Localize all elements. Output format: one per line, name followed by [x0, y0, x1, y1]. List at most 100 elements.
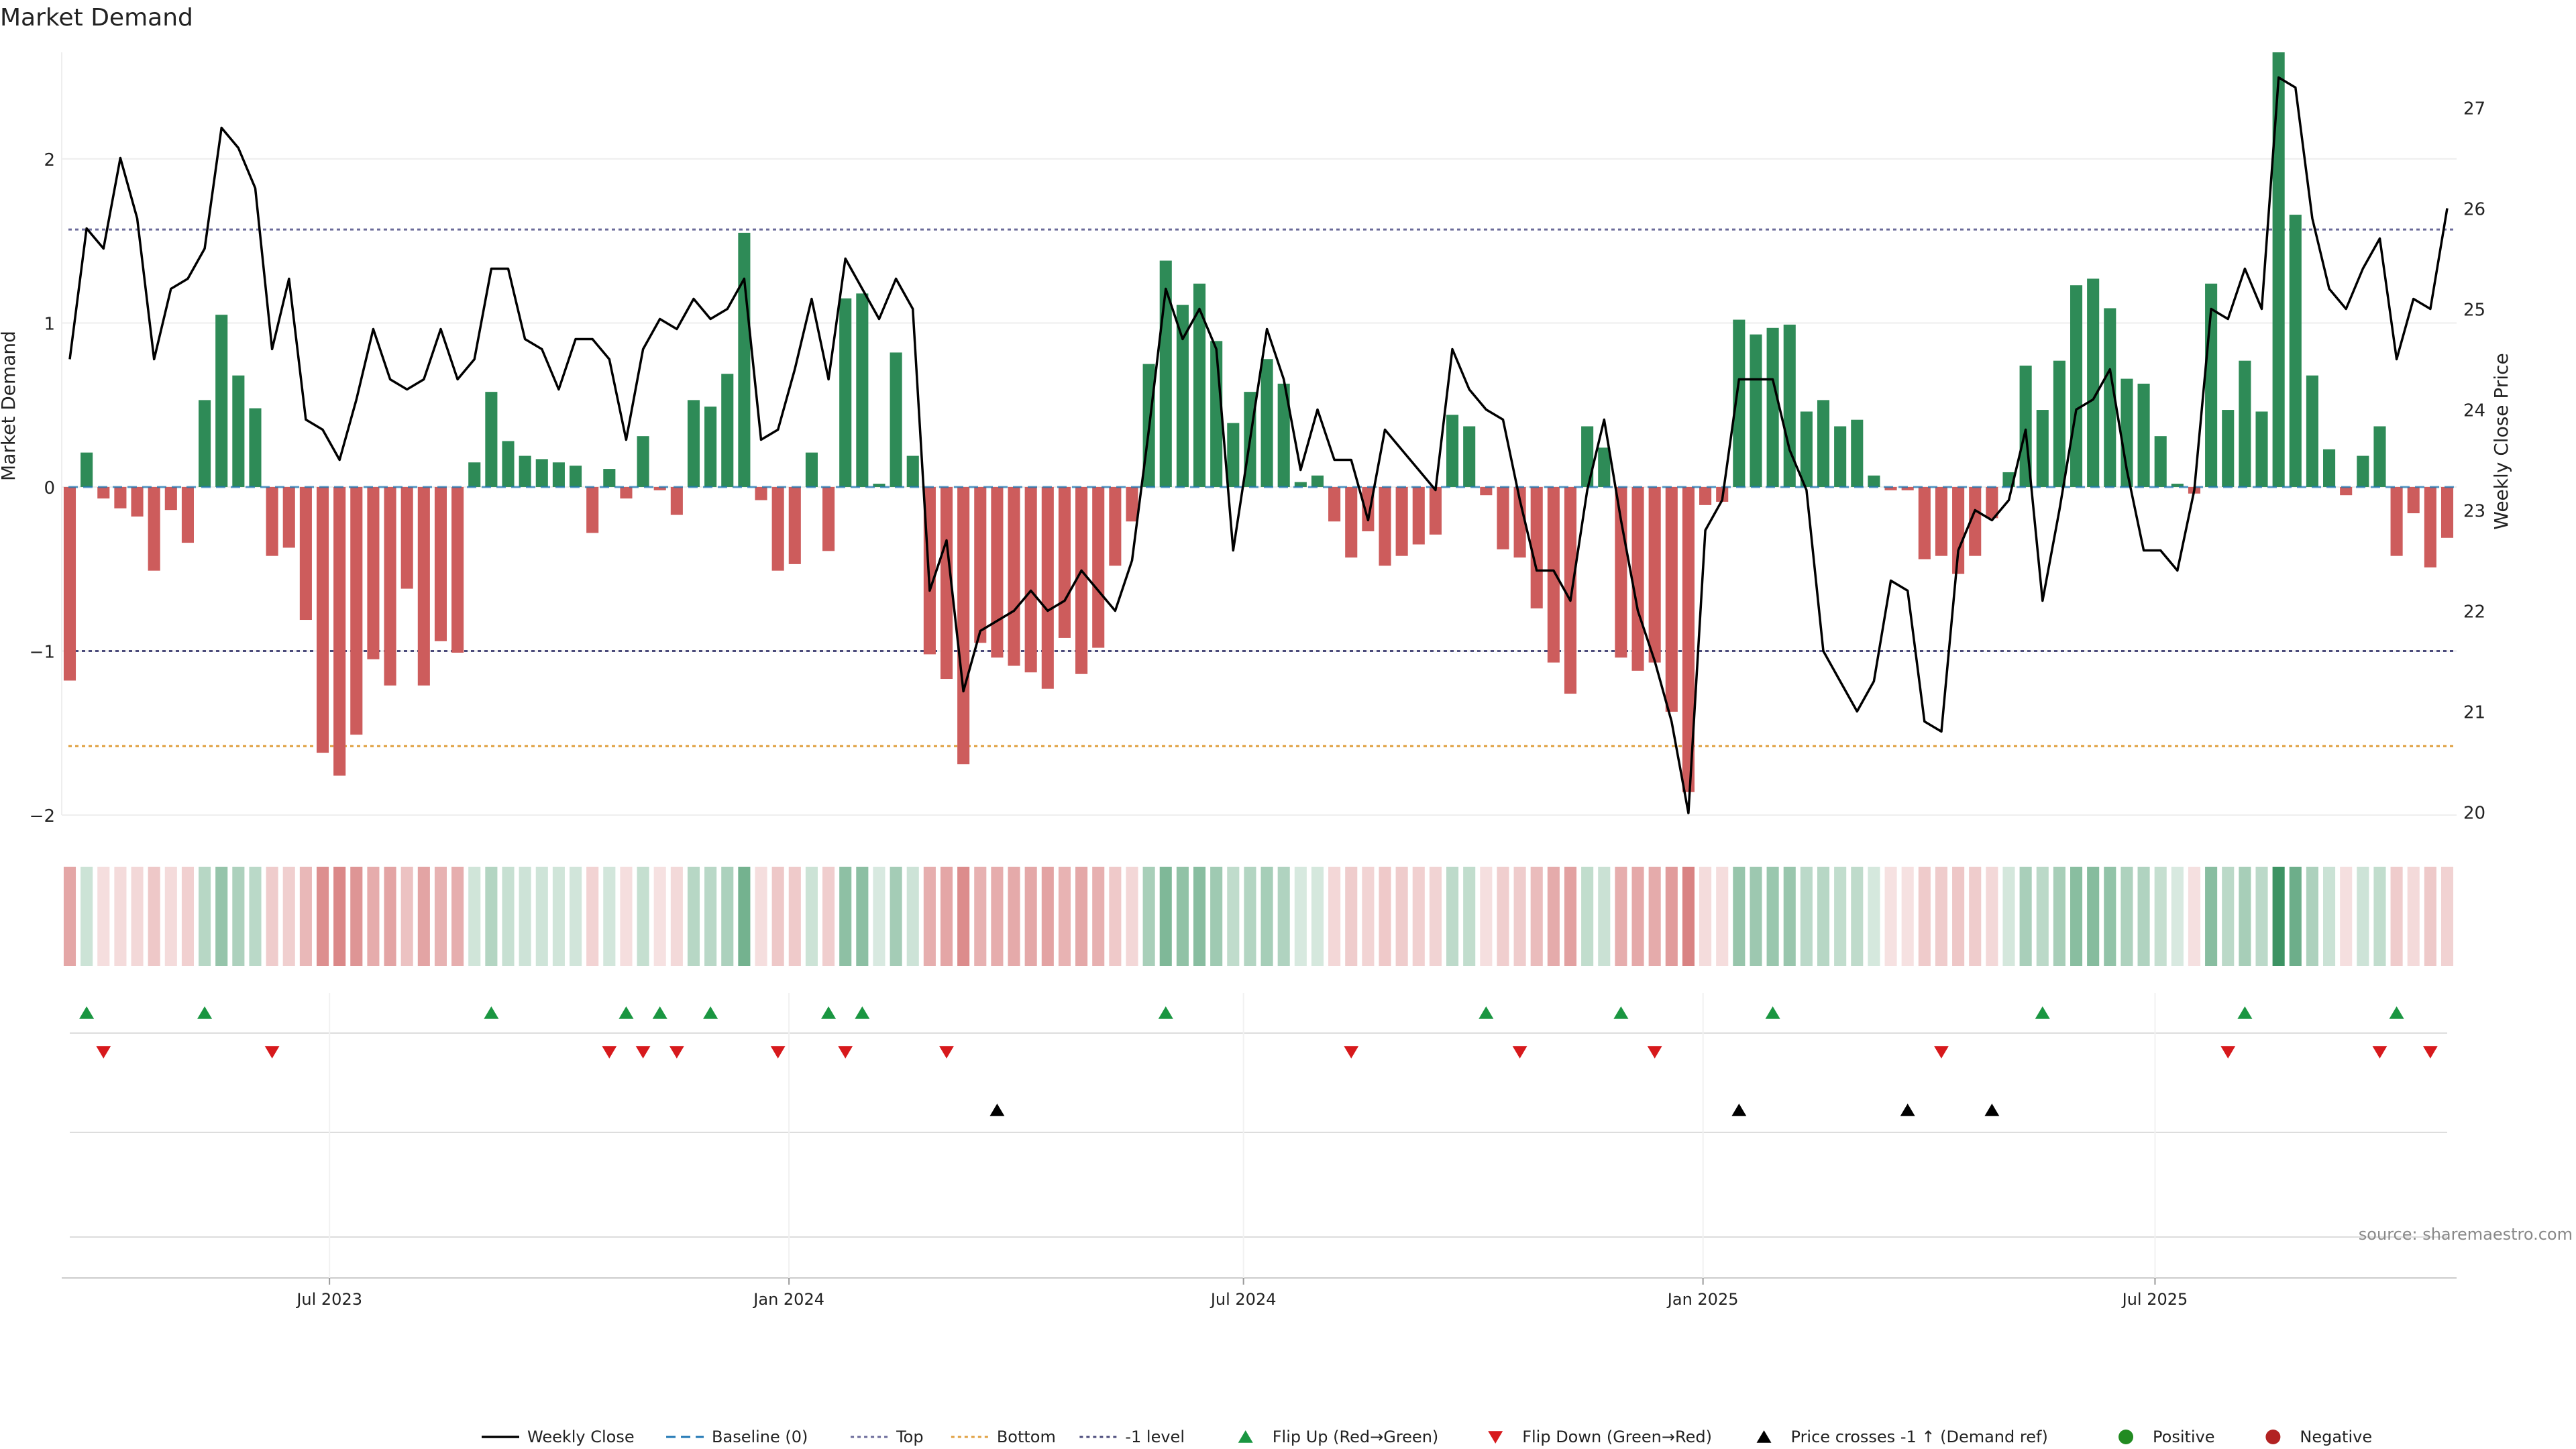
- demand-bar: [940, 486, 953, 680]
- heat-cell: [1328, 867, 1341, 966]
- heat-cell: [97, 867, 110, 966]
- demand-bar: [2323, 449, 2336, 487]
- demand-bar: [1682, 486, 1695, 792]
- demand-bar: [890, 352, 902, 487]
- x-tick-label: Jul 2023: [295, 1290, 362, 1309]
- demand-bar: [468, 462, 481, 487]
- y2-tick-label: 27: [2463, 99, 2485, 119]
- heat-cell: [164, 867, 177, 966]
- demand-bar: [755, 486, 767, 500]
- legend-marker-circle: [2118, 1430, 2134, 1444]
- legend: Weekly Close Baseline (0) Top Bottom -1 leve…: [482, 1428, 2372, 1446]
- flip-down-marker: [602, 1046, 617, 1059]
- heat-cell: [232, 867, 245, 966]
- demand-bar: [2239, 360, 2251, 487]
- demand-bar: [131, 486, 144, 517]
- y-tick-label: −1: [30, 642, 55, 662]
- legend-label: Bottom: [997, 1428, 1056, 1446]
- heat-cell: [1800, 867, 1813, 966]
- heat-cell: [1379, 867, 1391, 966]
- flip-up-marker: [619, 1006, 634, 1019]
- flip-down-marker: [2220, 1046, 2236, 1059]
- event-markers: [70, 1006, 2447, 1238]
- heat-cell: [1783, 867, 1796, 966]
- legend-marker-circle: [2265, 1430, 2281, 1444]
- heat-cell: [2070, 867, 2083, 966]
- heat-cell: [1868, 867, 1880, 966]
- demand-bar: [603, 469, 616, 487]
- heat-cell: [1530, 867, 1543, 966]
- demand-bar: [738, 232, 751, 487]
- demand-bar: [1058, 486, 1071, 638]
- demand-bar: [451, 486, 464, 653]
- demand-bar: [1277, 383, 1290, 487]
- heat-cell: [266, 867, 278, 966]
- heat-cell: [586, 867, 599, 966]
- demand-bar: [2272, 52, 2285, 487]
- demand-bar: [2171, 484, 2184, 487]
- heat-cell: [2171, 867, 2184, 966]
- price-line-layer: [68, 76, 2449, 814]
- flip-up-marker: [2389, 1006, 2404, 1019]
- flip-down-marker: [838, 1046, 853, 1059]
- demand-bar: [2036, 410, 2049, 487]
- heat-cell: [653, 867, 666, 966]
- demand-bar: [771, 486, 784, 571]
- flip-up-marker: [855, 1006, 870, 1019]
- legend-label: Weekly Close: [527, 1428, 635, 1446]
- demand-bar: [1227, 423, 1240, 487]
- demand-bar: [1564, 486, 1577, 694]
- demand-bar: [687, 400, 700, 487]
- legend-label: Negative: [2300, 1428, 2372, 1446]
- demand-bar: [63, 486, 76, 681]
- weekly-close-line: [68, 76, 2449, 814]
- x-tick-label: Jan 2024: [752, 1290, 824, 1309]
- demand-bar: [80, 452, 93, 487]
- heat-cell: [1631, 867, 1644, 966]
- price-cross-marker: [1900, 1104, 1915, 1116]
- demand-bar: [316, 486, 329, 753]
- heat-cell: [1497, 867, 1509, 966]
- demand-bar: [199, 400, 211, 487]
- heat-cell: [1294, 867, 1307, 966]
- demand-bar: [1345, 486, 1358, 558]
- heat-cell: [1142, 867, 1155, 966]
- demand-bar: [788, 486, 801, 564]
- demand-bar: [1075, 486, 1088, 674]
- demand-bar: [249, 408, 262, 487]
- heat-cell: [822, 867, 835, 966]
- heat-cell: [1210, 867, 1223, 966]
- demand-bar: [1834, 426, 1847, 487]
- flip-up-marker: [821, 1006, 837, 1019]
- heat-cell: [2036, 867, 2049, 966]
- x-tick-label: Jul 2024: [1210, 1290, 1277, 1309]
- demand-bar: [215, 315, 228, 487]
- heat-cell: [451, 867, 464, 966]
- demand-bar: [1024, 486, 1037, 673]
- heat-cell: [704, 867, 717, 966]
- demand-bar: [2424, 486, 2436, 568]
- demand-bar: [856, 293, 869, 487]
- demand-bar: [1008, 486, 1020, 666]
- demand-bar: [1193, 283, 1206, 487]
- reference-levels: [68, 228, 2457, 747]
- demand-bar: [485, 392, 498, 487]
- heat-cell: [2222, 867, 2235, 966]
- heat-cell: [1345, 867, 1358, 966]
- demand-bars: [63, 52, 2457, 792]
- demand-bar: [1395, 486, 1408, 556]
- heat-cell: [1092, 867, 1105, 966]
- legend-label: Top: [896, 1428, 924, 1446]
- x-tick-label: Jan 2025: [1666, 1290, 1739, 1309]
- heat-cell: [1969, 867, 1982, 966]
- heat-cell: [1446, 867, 1459, 966]
- heat-cell: [1699, 867, 1712, 966]
- heat-cell: [957, 867, 970, 966]
- heat-cell: [906, 867, 919, 966]
- flip-up-marker: [79, 1006, 95, 1019]
- demand-bar: [1126, 486, 1138, 522]
- flip-up-marker: [2237, 1006, 2253, 1019]
- heat-cell: [603, 867, 616, 966]
- heat-cell: [2104, 867, 2116, 966]
- demand-bar: [1041, 486, 1054, 689]
